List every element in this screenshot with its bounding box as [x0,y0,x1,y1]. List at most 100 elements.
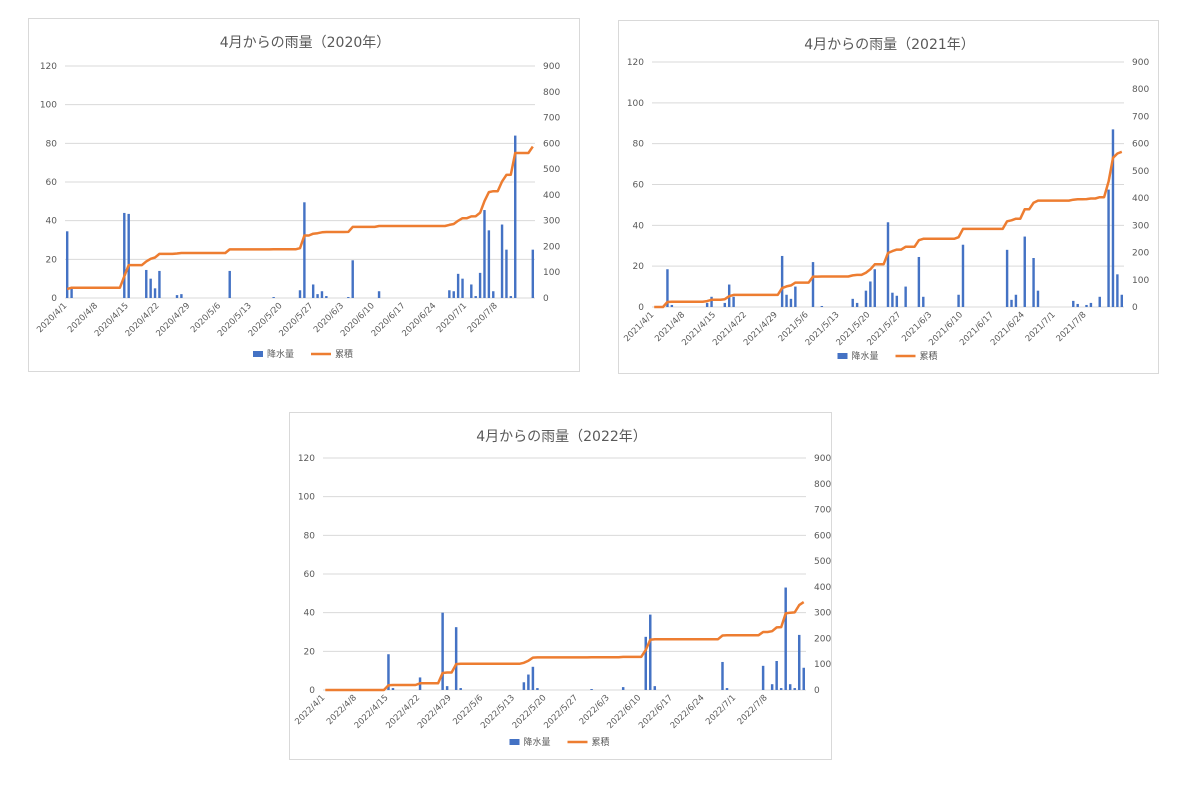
rain-bar [325,296,328,298]
rain-bar [452,291,455,298]
chart-2021: 4月からの雨量（2021年） 0 20 40 60 80 100 120 0 100 200 300 4… [618,20,1159,374]
rain-bar [721,661,724,690]
rain-bar [445,686,449,690]
rain-bar [666,269,669,307]
rain-bar [820,305,824,307]
y-left-tick-label: 80 [633,140,645,150]
rain-bar [522,682,526,690]
rain-bar [794,286,797,307]
rain-bar [483,210,486,298]
rain-bar [441,612,444,690]
y-right-tick-label: 200 [1132,249,1149,259]
rain-bar [536,688,539,690]
rain-bar [961,244,965,307]
y-left-tick-label: 40 [304,609,316,619]
cumulative-line [66,145,534,291]
rain-bar [149,278,152,298]
chart-title: 4月からの雨量（2020年） [220,35,391,51]
y-right-tick-label: 700 [1132,112,1149,122]
rain-bar [505,249,508,298]
legend-label-rain: 降水量 [852,350,879,362]
legend-label-cumulative: 累積 [335,348,353,360]
y-right-tick-label: 700 [814,506,831,516]
rain-bar [228,270,231,298]
rain-bar [478,272,482,298]
cumulative-line [654,150,1123,309]
rain-bar [492,291,495,298]
rain-bar [145,269,148,298]
y-left-tick-label: 20 [304,647,316,657]
y-right-tick-label: 300 [543,217,560,227]
rain-bar [855,302,859,307]
y-right-tick-label: 0 [543,294,549,304]
rain-bar [459,688,462,690]
x-tick-label: 2021/5/27 [865,310,903,348]
x-tick-label: 2022/4/1 [293,693,327,727]
rain-bar [784,587,787,690]
rain-bar [1089,302,1093,307]
rain-bar [788,684,792,690]
y-left-tick-label: 0 [309,686,315,696]
y-left-tick-label: 0 [638,303,644,313]
x-tick-label: 2022/4/29 [416,693,454,731]
rain-bar [851,298,854,307]
rain-bar [590,689,593,690]
rain-bar [780,255,784,307]
y-right-tick-label: 400 [543,191,560,201]
rain-bar [180,294,183,298]
rain-bar [1036,290,1040,307]
rain-bar [1111,129,1115,307]
rain-bar [732,296,735,307]
x-tick-label: 2021/6/24 [989,310,1027,348]
rain-bar [705,302,709,307]
rain-bar [514,135,517,298]
rain-bar [272,297,275,298]
rain-bar [387,654,390,690]
y-left-tick-label: 40 [633,221,645,231]
y-left-tick-label: 100 [298,493,315,503]
y-right-tick-label: 200 [543,242,560,252]
rain-bar [474,296,477,298]
rain-bar [793,688,796,690]
y-left-tick-label: 120 [298,454,315,464]
y-right-tick-label: 800 [1132,85,1149,95]
rain-bar [1116,274,1119,307]
rain-bar [65,231,69,298]
y-right-tick-label: 0 [814,686,820,696]
rain-bar [904,286,907,307]
y-right-tick-label: 900 [1132,58,1149,68]
y-right-tick-label: 100 [1132,276,1149,286]
y-right-tick-label: 0 [1132,303,1138,313]
chart-2020: 4月からの雨量（2020年） 0 20 40 60 80 100 120 0 100 200 300 4… [28,18,580,372]
chart-2022: 4月からの雨量（2022年） 0 20 40 60 80 100 120 0 100 200 300 4… [289,412,832,760]
rain-bar [70,287,73,298]
x-tick-label: 2021/7/8 [1055,310,1089,344]
chart-svg-2022: 4月からの雨量（2022年） 0 20 40 60 80 100 120 0 100 200 300 4… [293,429,831,748]
x-tick-label: 2022/7/1 [704,693,738,727]
rain-bar [775,661,778,690]
rain-bar [509,296,513,298]
y-right-tick-label: 900 [543,62,560,72]
y-right-tick-label: 600 [1132,140,1149,150]
rain-bar [1005,249,1009,307]
rain-bar [448,290,451,298]
rain-bar [1085,304,1088,307]
rain-bar [761,665,765,690]
y-right-tick-label: 500 [543,165,560,175]
x-tick-label: 2020/7/1 [435,301,469,335]
rain-bar [644,636,647,690]
rain-bar [1032,258,1035,307]
rain-bar [391,688,395,690]
rain-bar [797,634,801,690]
x-tick-label: 2021/7/1 [1024,310,1058,344]
rain-bar [1076,303,1079,307]
y-right-tick-label: 600 [543,139,560,149]
x-tick-label: 2022/6/24 [669,693,707,731]
y-right-tick-label: 100 [814,660,831,670]
rain-bar [298,290,302,298]
rain-bar [710,296,713,307]
rain-bar [917,256,921,307]
y-left-tick-label: 60 [304,570,316,580]
y-right-tick-label: 100 [543,268,560,278]
y-right-tick-label: 900 [814,454,831,464]
